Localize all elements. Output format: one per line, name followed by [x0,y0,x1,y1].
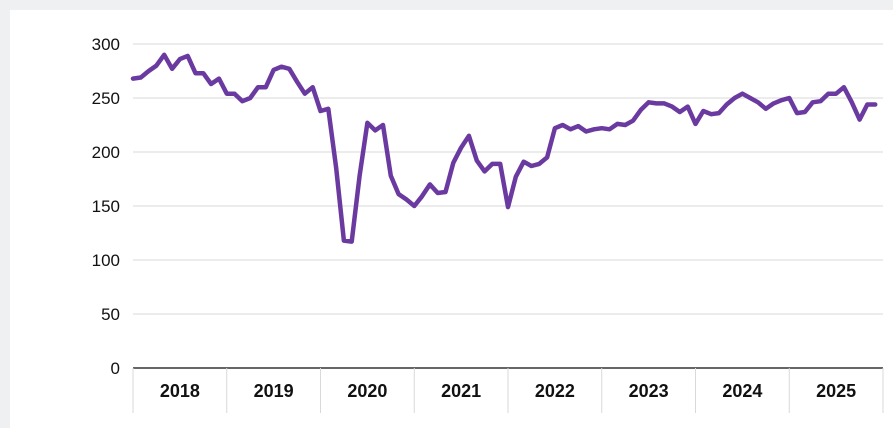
y-tick-label-0: 0 [111,359,120,378]
y-tick-label-100: 100 [92,251,120,270]
grid-lines [133,43,883,315]
x-axis-tick-labels: 2018 2019 2020 2021 2022 2023 2024 2025 [160,381,856,401]
x-axis [132,367,884,413]
x-tick-label-2025: 2025 [816,381,856,401]
x-tick-label-2023: 2023 [629,381,669,401]
x-tick-label-2022: 2022 [535,381,575,401]
x-tick-label-2024: 2024 [722,381,762,401]
x-tick-label-2020: 2020 [347,381,387,401]
series-line [130,52,878,244]
chart-panel: 0 50 100 150 200 250 300 2018 2019 2020 2021 2022 2… [10,10,893,428]
y-tick-label-250: 250 [92,89,120,108]
y-tick-label-50: 50 [101,305,120,324]
y-tick-label-200: 200 [92,143,120,162]
y-axis-tick-labels: 0 50 100 150 200 250 300 [92,35,120,378]
y-tick-label-300: 300 [92,35,120,54]
y-tick-label-150: 150 [92,197,120,216]
x-tick-label-2018: 2018 [160,381,200,401]
x-tick-label-2019: 2019 [254,381,294,401]
x-tick-label-2021: 2021 [441,381,481,401]
